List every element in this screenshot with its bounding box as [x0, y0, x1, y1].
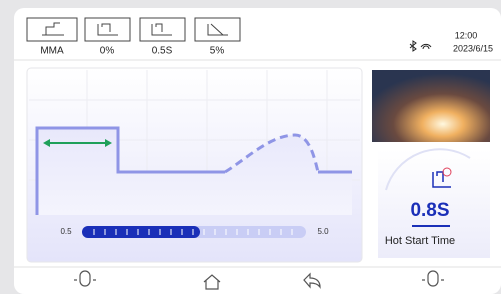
mode-label: 5% — [210, 46, 225, 57]
mode-label: 0% — [100, 46, 115, 57]
slider-max: 5.0 — [317, 227, 329, 236]
parameter-value: 0.8S — [410, 200, 449, 221]
mode-label: 0.5S — [152, 46, 173, 57]
mode-label: MMA — [40, 46, 64, 57]
welding-image — [372, 70, 490, 142]
screen: MMA 0% 0.5S 5% 12:00 2023/6/15 0.5 5.0 0… — [0, 0, 501, 294]
page: MMA 0% 0.5S 5% 12:00 2023/6/15 0.5 5.0 0… — [0, 0, 501, 299]
date: 2023/6/15 — [453, 43, 493, 53]
parameter-name: Hot Start Time — [385, 235, 455, 247]
slider-min: 0.5 — [60, 227, 72, 236]
clock: 12:00 — [455, 30, 478, 40]
